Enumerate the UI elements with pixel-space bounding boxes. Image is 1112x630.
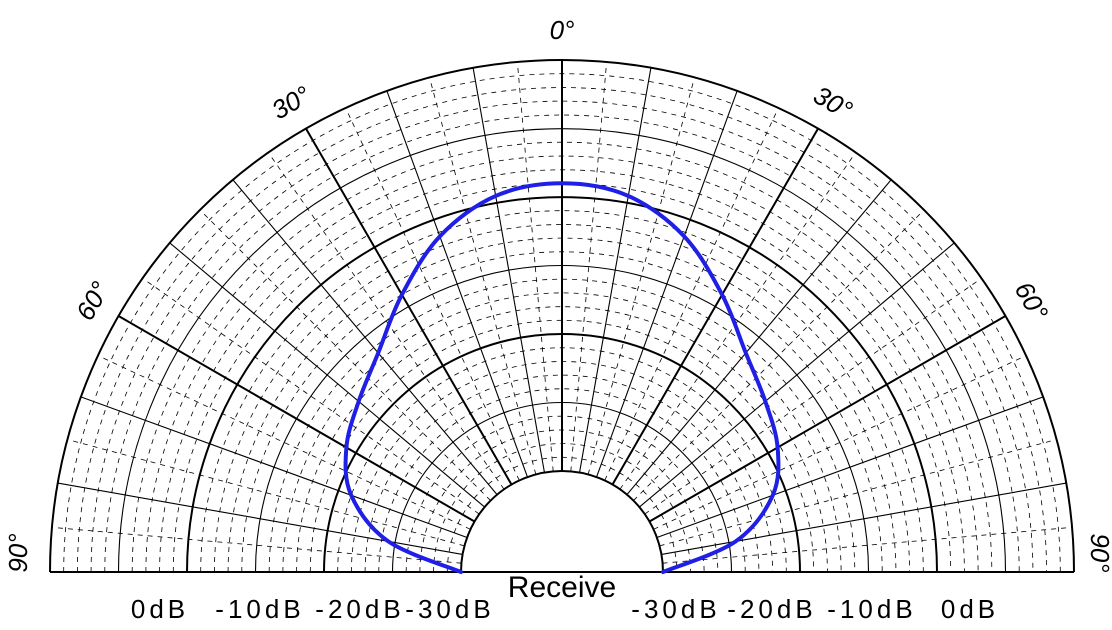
grid-major — [49, 59, 1075, 573]
x-axis-label: Receive — [508, 571, 616, 604]
grid-radial-major — [305, 128, 513, 486]
grid-radial-major — [596, 90, 738, 478]
angle-label: 90° — [1085, 533, 1112, 572]
grid-radial-major — [611, 128, 819, 486]
grid-radial-major — [118, 315, 476, 523]
radial-label-right: 0dB — [941, 594, 999, 624]
radial-label-right: -20dB — [727, 594, 816, 624]
radial-label-right: -10dB — [827, 594, 916, 624]
labels-layer: 90°60°30°0°30°60°90°0dB -10dB -20dB -30dB -3… — [3, 15, 1112, 624]
angle-label: 90° — [3, 533, 33, 572]
grid-arc-minor — [296, 306, 828, 573]
grid-arc-minor — [309, 319, 815, 573]
grid-radial-major — [578, 67, 652, 473]
angle-label: 30° — [266, 80, 315, 126]
series-line-0 — [343, 181, 781, 574]
grid-radial-major — [232, 179, 498, 495]
radial-label-left: -20dB — [315, 594, 404, 624]
radial-label-left: 0dB — [131, 594, 189, 624]
grid-arc-minor — [90, 100, 1034, 573]
grid-radial-major — [386, 90, 528, 478]
series-layer — [343, 181, 781, 574]
grid-arc-minor — [214, 224, 910, 573]
grid-radial-major — [639, 242, 955, 508]
angle-label: 60° — [1009, 276, 1055, 325]
angle-label: 60° — [70, 276, 116, 325]
radial-label-left: -30dB — [405, 594, 494, 624]
radial-label-left: -10dB — [215, 594, 304, 624]
grid-arc-minor — [364, 374, 760, 573]
grid-radial-major — [169, 242, 485, 508]
grid-radial-major — [80, 396, 468, 538]
angle-label: 0° — [550, 15, 575, 45]
grid-radial-major — [656, 396, 1044, 538]
grid-arc-major — [460, 470, 664, 573]
grid-radial-major — [472, 67, 546, 473]
grid-radial-major — [648, 315, 1006, 523]
angle-label: 30° — [809, 80, 858, 126]
grid-arc-minor — [268, 278, 856, 573]
radial-label-right: -30dB — [631, 594, 720, 624]
grid-arc-minor — [446, 456, 678, 573]
grid-radial-major — [626, 179, 892, 495]
grid-radial-major — [661, 482, 1067, 556]
grid-radial-major — [57, 482, 463, 556]
